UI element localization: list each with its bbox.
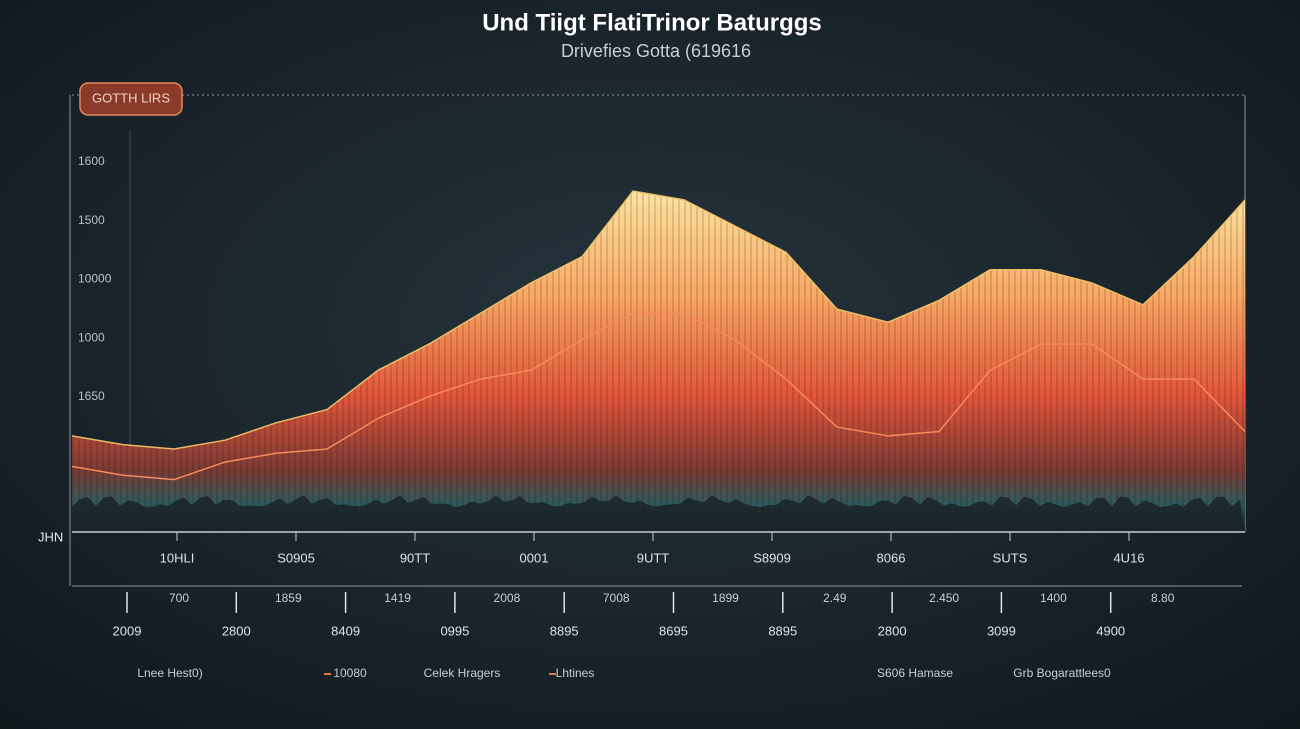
secondary-label: 8409 [331,623,360,638]
secondary-label: 8695 [659,623,688,638]
x-tick-label: 9UTT [637,550,670,565]
legend-label: GOTTH LIRS [92,90,170,105]
legend-entry: S606 Hamase [877,666,953,680]
plot-area [71,190,1246,532]
secondary-label: 2.450 [929,591,959,605]
x-tick-label: 8066 [877,550,906,565]
x-tick-label: SUTS [993,550,1028,565]
secondary-label: 3099 [987,623,1016,638]
legend-entry: Celek Hragers [424,666,501,680]
chart-subtitle: Drivefies Gotta (619616 [561,41,751,61]
secondary-label: 1419 [384,591,411,605]
secondary-label: 8.80 [1151,591,1175,605]
secondary-label: 1859 [275,591,302,605]
base-band [72,495,1245,532]
legend-entry: Lhtines [556,666,595,680]
x-tick-label: S0905 [277,550,315,565]
secondary-label: 8895 [550,623,579,638]
x-tick-label: 4U16 [1113,550,1144,565]
x-axis-label: JHN [38,529,63,544]
area-edge [71,190,1246,450]
line [71,312,1246,481]
x-tick-label: 90TT [400,550,430,565]
secondary-label: 2800 [222,623,251,638]
secondary-label: 7008 [603,591,630,605]
secondary-label: 8895 [768,623,797,638]
legend-entry: Grb Bogarattlees0 [1013,666,1111,680]
secondary-label: 2009 [113,623,142,638]
secondary-label: 4900 [1096,623,1125,638]
y-tick-label: 1500 [78,213,105,227]
secondary-label: 2800 [878,623,907,638]
x-tick-label: S8909 [753,550,791,565]
x-tick-label: 10HLI [160,550,195,565]
legend-entry: 10080 [333,666,367,680]
x-tick-label: 0001 [520,550,549,565]
area-texture [72,191,1245,532]
legend-entry: Lnee Hest0) [137,666,202,680]
y-tick-label: 10000 [78,272,112,286]
legend-box [79,82,183,116]
secondary-label: 700 [169,591,189,605]
y-tick-label: 1600 [78,154,105,168]
secondary-label: 1400 [1040,591,1067,605]
secondary-label: 2008 [494,591,521,605]
y-tick-label: 1650 [78,389,105,403]
chart-title: Und Tiigt FlatiTrinor Baturggs [482,9,822,36]
secondary-label: 0995 [440,623,469,638]
secondary-label: 1899 [712,591,739,605]
y-tick-label: 1000 [78,330,105,344]
secondary-label: 2.49 [823,591,847,605]
